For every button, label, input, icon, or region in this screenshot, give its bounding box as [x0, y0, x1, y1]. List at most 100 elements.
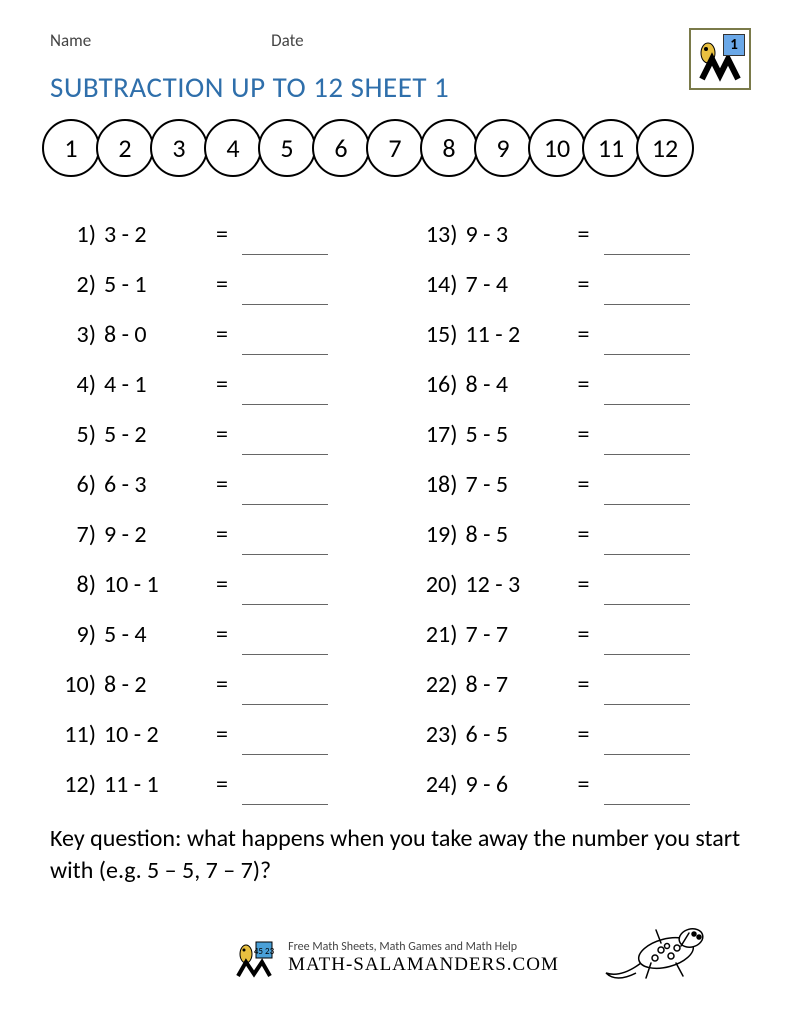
equals-sign: =: [570, 220, 598, 249]
equals-sign: =: [570, 520, 598, 549]
problem-expression: 7 - 7: [466, 620, 570, 649]
problem-expression: 12 - 3: [466, 570, 570, 599]
answer-blank[interactable]: [604, 529, 690, 555]
answer-blank[interactable]: [242, 629, 328, 655]
problem-expression: 9 - 3: [466, 220, 570, 249]
answer-blank[interactable]: [242, 479, 328, 505]
problem-expression: 6 - 5: [466, 720, 570, 749]
answer-blank[interactable]: [242, 229, 328, 255]
problem-number: 2): [58, 270, 104, 299]
problem-row: 8)10 - 1=: [58, 549, 380, 599]
equals-sign: =: [570, 320, 598, 349]
problem-row: 24)9 - 6=: [420, 749, 742, 799]
problem-expression: 5 - 2: [104, 420, 208, 449]
answer-blank[interactable]: [604, 579, 690, 605]
answer-blank[interactable]: [242, 329, 328, 355]
problems-left-column: 1)3 - 2=2)5 - 1=3)8 - 0=4)4 - 1=5)5 - 2=…: [58, 199, 380, 799]
problem-row: 23)6 - 5=: [420, 699, 742, 749]
equals-sign: =: [570, 570, 598, 599]
number-ball: 1: [42, 119, 100, 177]
grade-number: 1: [730, 36, 738, 54]
number-ball: 5: [258, 119, 316, 177]
answer-blank[interactable]: [604, 729, 690, 755]
answer-blank[interactable]: [242, 729, 328, 755]
number-ball: 6: [312, 119, 370, 177]
problem-expression: 8 - 5: [466, 520, 570, 549]
answer-blank[interactable]: [242, 579, 328, 605]
problem-number: 15): [420, 320, 466, 349]
answer-blank[interactable]: [604, 329, 690, 355]
problem-expression: 10 - 2: [104, 720, 208, 749]
problem-row: 15)11 - 2=: [420, 299, 742, 349]
answer-blank[interactable]: [242, 779, 328, 805]
number-ball: 8: [420, 119, 478, 177]
problem-number: 10): [58, 670, 104, 699]
problem-number: 13): [420, 220, 466, 249]
answer-blank[interactable]: [242, 379, 328, 405]
equals-sign: =: [208, 770, 236, 799]
problem-number: 7): [58, 520, 104, 549]
problem-expression: 5 - 1: [104, 270, 208, 299]
equals-sign: =: [208, 420, 236, 449]
equals-sign: =: [208, 520, 236, 549]
footer-text: Free Math Sheets, Math Games and Math He…: [288, 940, 559, 976]
problem-expression: 5 - 4: [104, 620, 208, 649]
date-label: Date: [271, 30, 303, 51]
problems-right-column: 13)9 - 3=14)7 - 4=15)11 - 2=16)8 - 4=17)…: [420, 199, 742, 799]
problem-row: 4)4 - 1=: [58, 349, 380, 399]
equals-sign: =: [208, 320, 236, 349]
problem-row: 2)5 - 1=: [58, 249, 380, 299]
problem-expression: 8 - 0: [104, 320, 208, 349]
answer-blank[interactable]: [242, 279, 328, 305]
problem-expression: 9 - 2: [104, 520, 208, 549]
worksheet-page: Name Date 1 SUBTRACTION UP TO 12 SHEET 1…: [0, 0, 791, 1018]
problem-number: 4): [58, 370, 104, 399]
problem-row: 17)5 - 5=: [420, 399, 742, 449]
equals-sign: =: [570, 370, 598, 399]
problem-row: 14)7 - 4=: [420, 249, 742, 299]
problem-number: 6): [58, 470, 104, 499]
equals-sign: =: [208, 620, 236, 649]
answer-blank[interactable]: [604, 629, 690, 655]
header-row: Name Date: [50, 30, 741, 51]
footer-tagline: Free Math Sheets, Math Games and Math He…: [288, 940, 517, 954]
equals-sign: =: [570, 270, 598, 299]
answer-blank[interactable]: [242, 679, 328, 705]
problem-expression: 8 - 4: [466, 370, 570, 399]
answer-blank[interactable]: [242, 529, 328, 555]
answer-blank[interactable]: [604, 279, 690, 305]
equals-sign: =: [570, 720, 598, 749]
problem-expression: 7 - 4: [466, 270, 570, 299]
number-ball: 9: [474, 119, 532, 177]
equals-sign: =: [208, 570, 236, 599]
answer-blank[interactable]: [604, 479, 690, 505]
problem-row: 12)11 - 1=: [58, 749, 380, 799]
salamander-illustration: [591, 908, 721, 998]
problem-row: 1)3 - 2=: [58, 199, 380, 249]
answer-blank[interactable]: [604, 679, 690, 705]
problem-number: 18): [420, 470, 466, 499]
problem-row: 3)8 - 0=: [58, 299, 380, 349]
problem-expression: 11 - 1: [104, 770, 208, 799]
equals-sign: =: [570, 420, 598, 449]
brand-logo: 1: [689, 28, 751, 90]
problem-row: 11)10 - 2=: [58, 699, 380, 749]
number-line-strip: 123456789101112: [46, 119, 741, 177]
problem-number: 24): [420, 770, 466, 799]
problem-number: 19): [420, 520, 466, 549]
equals-sign: =: [208, 470, 236, 499]
problem-number: 16): [420, 370, 466, 399]
problem-expression: 9 - 6: [466, 770, 570, 799]
problem-number: 17): [420, 420, 466, 449]
answer-blank[interactable]: [604, 379, 690, 405]
problem-row: 21)7 - 7=: [420, 599, 742, 649]
problem-number: 11): [58, 720, 104, 749]
answer-blank[interactable]: [604, 779, 690, 805]
problem-number: 23): [420, 720, 466, 749]
problem-expression: 7 - 5: [466, 470, 570, 499]
answer-blank[interactable]: [604, 429, 690, 455]
problem-number: 8): [58, 570, 104, 599]
answer-blank[interactable]: [242, 429, 328, 455]
answer-blank[interactable]: [604, 229, 690, 255]
problem-row: 9)5 - 4=: [58, 599, 380, 649]
